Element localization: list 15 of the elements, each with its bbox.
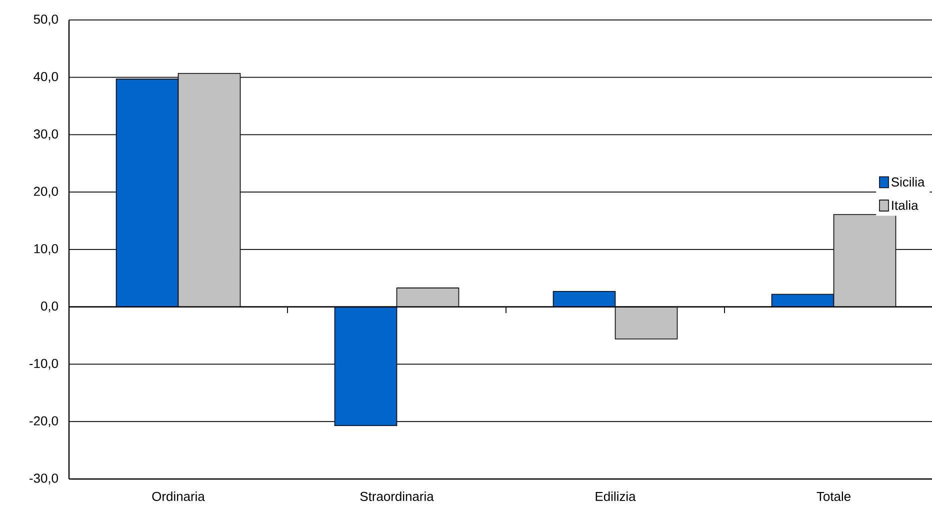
y-tick-label: 10,0 xyxy=(34,244,58,255)
y-tick-label: 20,0 xyxy=(34,186,58,198)
y-tick-label: -20,0 xyxy=(30,416,58,427)
y-tick-label: 50,0 xyxy=(34,14,58,26)
y-tick-label: 0,0 xyxy=(40,302,58,312)
x-tick-label: Ordinaria xyxy=(152,491,205,502)
x-tick-label: Straordinaria xyxy=(360,491,434,502)
legend-label: Sicilia xyxy=(891,177,925,187)
x-tick-label: Totale xyxy=(816,491,850,502)
y-tick-label: 30,0 xyxy=(34,129,58,140)
x-tick-label: Edilizia xyxy=(596,491,636,502)
legend-label: Italia xyxy=(892,200,918,210)
y-tick-label: -30,0 xyxy=(30,474,58,484)
y-tick-label: -10,0 xyxy=(30,358,58,370)
y-tick-label: 40,0 xyxy=(34,72,58,83)
